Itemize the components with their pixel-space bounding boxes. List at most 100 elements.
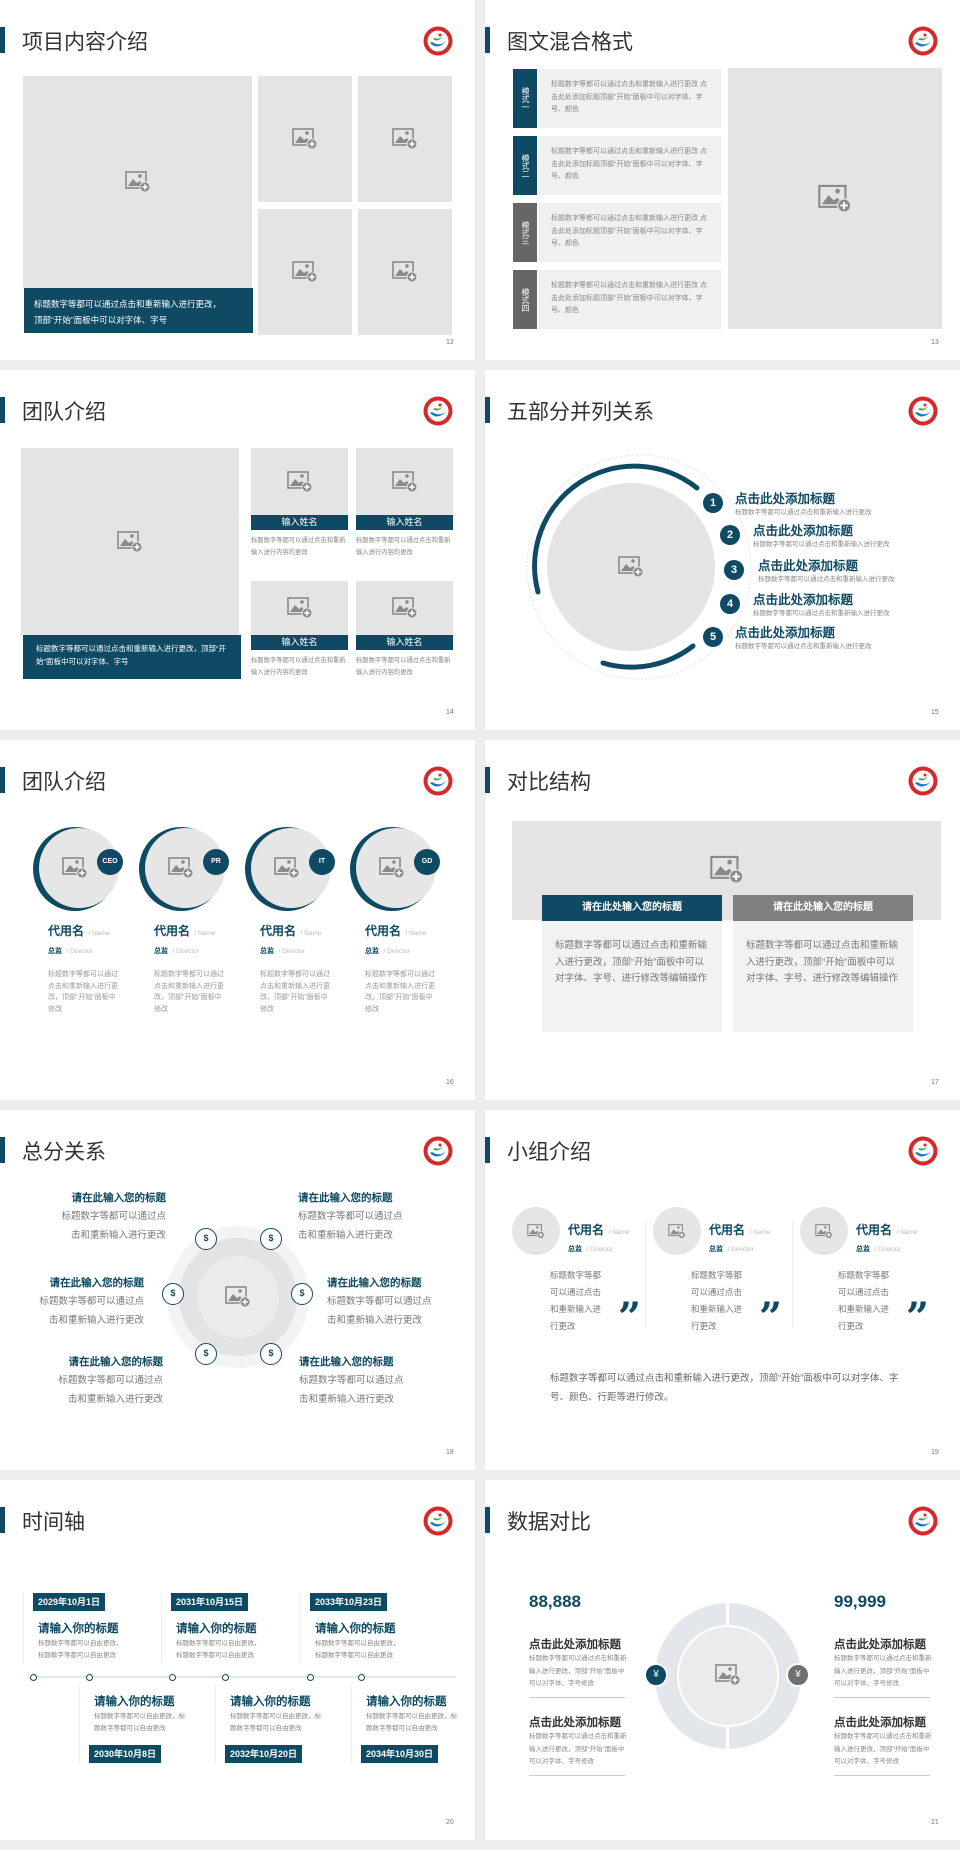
event-desc: 标题数字等都可以自由更改，标题数字等都可以自由更改 <box>230 1713 321 1732</box>
slide-12[interactable]: 项目内容介绍 标题数字等都可以通过点击和重新输入进行更改， 顶部“开始”面板中可… <box>0 0 475 360</box>
money-bag-icon: $ <box>195 1228 217 1250</box>
slide-16[interactable]: 团队介绍 CEO 代用名 / Name 总监 / Director 标题数字等都… <box>0 740 475 1100</box>
mode-label[interactable]: 模式一 <box>513 69 537 128</box>
timeline-node[interactable] <box>86 1674 93 1681</box>
step-number-badge: 1 <box>703 493 723 513</box>
title-accent-bar <box>485 397 490 423</box>
date-badge: 2029年10月1日 <box>33 1593 106 1611</box>
slide-17[interactable]: 对比结构 请在此处输入您的标题 标题数字等都可以通过点击和重新输入进行更改，顶部… <box>485 740 960 1100</box>
image-placeholder[interactable] <box>358 76 452 202</box>
branch-title[interactable]: 请在此输入您的标题 <box>327 1277 422 1289</box>
member-photo-placeholder[interactable] <box>356 448 453 515</box>
event-title[interactable]: 请输入你的标题 <box>94 1696 175 1708</box>
item-title[interactable]: 点击此处添加标题 <box>753 593 854 607</box>
timeline-node[interactable] <box>358 1674 365 1681</box>
slide-14[interactable]: 团队介绍 标题数字等都可以通过点击和重新输入进行更改，顶部“开始”面板中可以对字… <box>0 370 475 730</box>
name-en: / Name <box>300 930 322 937</box>
image-placeholder-icon[interactable] <box>715 1664 741 1686</box>
page-number: 18 <box>446 1449 454 1456</box>
name-en: / Name <box>405 930 427 937</box>
item-title[interactable]: 点击此处添加标题 <box>735 626 836 640</box>
event-title[interactable]: 请输入你的标题 <box>315 1623 396 1635</box>
role-en: / Director <box>586 1246 613 1253</box>
title-accent-bar <box>0 27 5 53</box>
image-placeholder-large[interactable] <box>728 68 942 329</box>
member-desc: 标题数字等都可以通过点击和重新输入进行更改，顶部“开始”面板中修改 <box>154 971 224 1013</box>
slide-title: 项目内容介绍 <box>22 31 148 54</box>
branch-title[interactable]: 请在此输入您的标题 <box>68 1356 164 1368</box>
branch-desc-line: 击和重新输入进行更改 <box>299 1394 395 1405</box>
mode-text: 标题数字等都可以通过点击和重新输入进行更改 点击此处添加标题顶部“开始”面板中可… <box>538 136 721 195</box>
slide-18[interactable]: 总分关系 $ $ $ $ $ $ 请在此输入您的标题 标题数字等都可以通过点 击和重新输入… <box>0 1110 475 1470</box>
slide-13[interactable]: 图文混合格式 模式一 标题数字等都可以通过点击和重新输入进行更改 点击此处添加标… <box>485 0 960 360</box>
image-placeholder-icon <box>818 184 852 214</box>
event-title[interactable]: 请输入你的标题 <box>176 1623 257 1635</box>
branch-desc-line: 击和重新输入进行更改 <box>327 1315 423 1326</box>
card-heading[interactable]: 请在此处输入您的标题 <box>542 895 722 921</box>
slide-19[interactable]: 小组介绍 代用名 / Name 总监 / Director 标题数字等都可以通过… <box>485 1110 960 1470</box>
image-placeholder-large[interactable] <box>23 76 252 288</box>
image-placeholder[interactable] <box>258 209 352 335</box>
image-placeholder-icon <box>292 261 318 283</box>
slide-15[interactable]: 五部分并列关系 1 点击此处添加标题 标题数字等都可以通过点击和重新输入进行更改… <box>485 370 960 730</box>
summary-text: 标题数字等都可以通过点击和重新输入进行更改，顶部“开始”面板中可以对字体、字号、… <box>550 1373 899 1403</box>
slide-21[interactable]: 数据对比 ¥ ¥ 88,888 99,999 点击此处添加标题 标题数字等都可以… <box>485 1480 960 1840</box>
branch-title[interactable]: 请在此输入您的标题 <box>299 1356 394 1368</box>
avatar-placeholder[interactable] <box>512 1207 560 1255</box>
name-en: / Name <box>194 930 216 937</box>
member-photo-placeholder[interactable] <box>251 448 348 515</box>
member-desc: 标题数字等都可以通过点击和重新输入进行更改 <box>691 1270 743 1331</box>
member-photo-placeholder[interactable] <box>251 581 348 635</box>
image-placeholder-circle[interactable] <box>197 1256 279 1338</box>
timeline-node[interactable] <box>307 1674 314 1681</box>
event-title[interactable]: 请输入你的标题 <box>366 1696 447 1708</box>
branch-desc-line: 击和重新输入进行更改 <box>298 1230 394 1241</box>
card-heading[interactable]: 请在此处输入您的标题 <box>733 895 913 921</box>
item-title[interactable]: 点击此处添加标题 <box>758 559 859 573</box>
image-placeholder[interactable] <box>358 209 452 335</box>
mode-label[interactable]: 模式三 <box>513 203 537 262</box>
role-cn: 总监 <box>48 948 62 955</box>
item-title[interactable]: 点击此处添加标题 <box>529 1717 621 1729</box>
timeline-axis <box>30 1676 456 1678</box>
name-cn: 代用名 <box>48 924 85 938</box>
item-title[interactable]: 点击此处添加标题 <box>529 1639 621 1651</box>
mode-label[interactable]: 模式二 <box>513 136 537 195</box>
money-bag-icon: ¥ <box>786 1663 810 1687</box>
item-title[interactable]: 点击此处添加标题 <box>735 492 836 506</box>
money-bag-icon: $ <box>162 1283 184 1305</box>
event-desc: 标题数字等都可以自由更改，标题数字等都可以自由更改 <box>176 1640 261 1659</box>
branch-title[interactable]: 请在此输入您的标题 <box>71 1192 167 1204</box>
branch-desc-line: 标题数字等都可以通过点 <box>299 1375 404 1386</box>
divider <box>792 1220 793 1328</box>
image-placeholder[interactable] <box>258 76 352 202</box>
item-title[interactable]: 点击此处添加标题 <box>753 524 854 538</box>
branch-desc-line: 标题数字等都可以通过点 <box>61 1211 166 1222</box>
event-title[interactable]: 请输入你的标题 <box>38 1623 119 1635</box>
page-number: 19 <box>931 1449 939 1456</box>
role-en: / Director <box>383 948 410 955</box>
item-title[interactable]: 点击此处添加标题 <box>834 1717 926 1729</box>
timeline-node[interactable] <box>30 1674 37 1681</box>
image-placeholder-icon <box>392 128 418 150</box>
slide-20[interactable]: 时间轴 2029年10月1日 请输入你的标题 标题数字等都可以自由更改，标题数字… <box>0 1480 475 1840</box>
branch-title[interactable]: 请在此输入您的标题 <box>298 1192 393 1204</box>
image-placeholder-large[interactable] <box>21 448 239 635</box>
event-title[interactable]: 请输入你的标题 <box>230 1696 311 1708</box>
timeline-node[interactable] <box>169 1674 176 1681</box>
item-title[interactable]: 点击此处添加标题 <box>834 1639 926 1651</box>
branch-title[interactable]: 请在此输入您的标题 <box>49 1277 145 1289</box>
role-cn: 总监 <box>154 948 168 955</box>
name-en: / Name <box>608 1229 630 1236</box>
title-accent-bar <box>0 767 5 793</box>
image-placeholder-circle[interactable] <box>547 483 715 651</box>
bracket-line <box>215 1685 216 1763</box>
avatar-placeholder[interactable] <box>800 1207 848 1255</box>
member-role: 总监 / Director <box>260 940 305 958</box>
member-photo-placeholder[interactable] <box>356 581 453 635</box>
member-desc: 标题数字等都可以通过点击和重新输入进行更改 <box>550 1270 602 1331</box>
title-accent-bar <box>0 1507 5 1533</box>
timeline-node[interactable] <box>222 1674 229 1681</box>
avatar-placeholder[interactable] <box>653 1207 701 1255</box>
mode-label[interactable]: 模式四 <box>513 270 537 329</box>
